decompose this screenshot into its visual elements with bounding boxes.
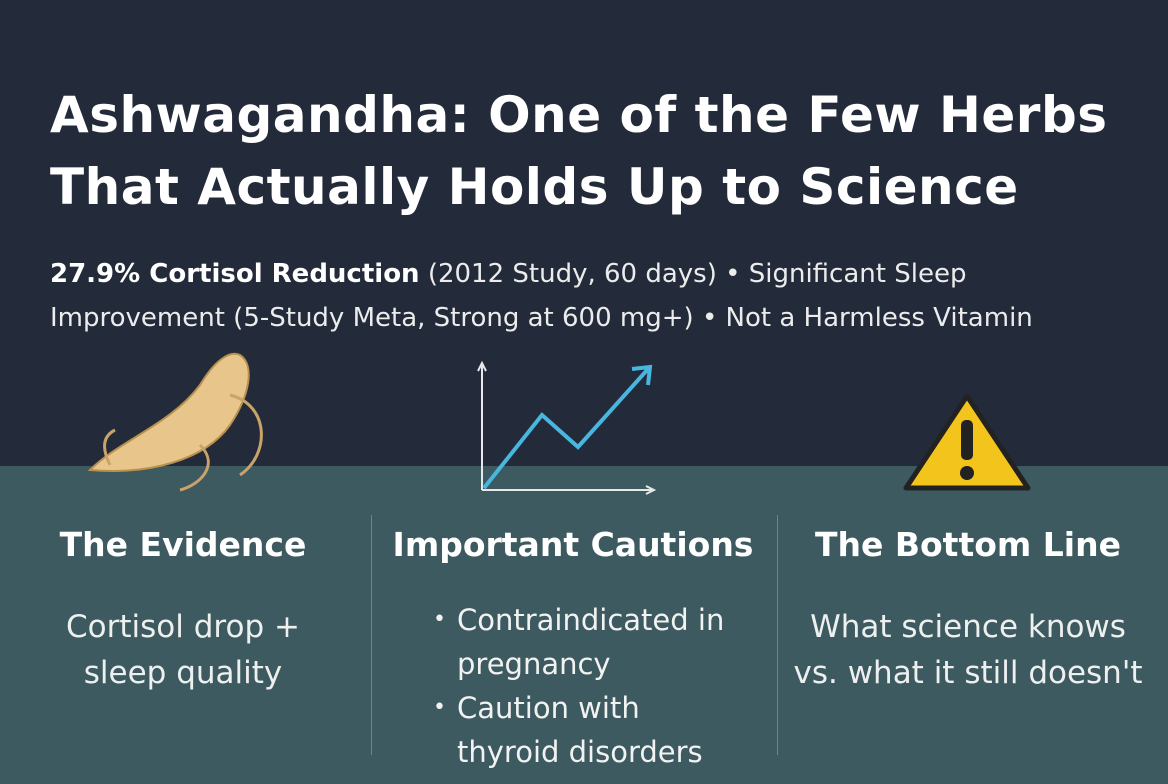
column-heading: Important Cautions bbox=[392, 525, 754, 564]
column: The Bottom Line What science knows vs. w… bbox=[778, 525, 1158, 696]
subtitle: 27.9% Cortisol Reduction (2012 Study, 60… bbox=[50, 252, 1130, 340]
column-heading: The Bottom Line bbox=[814, 525, 1121, 564]
column-heading: The Evidence bbox=[59, 525, 307, 564]
warning-icon bbox=[903, 393, 1031, 491]
bullet: • bbox=[433, 607, 446, 632]
title-line: Ashwagandha: One of the Few Herbs bbox=[50, 86, 1108, 144]
caution-item: • Contraindicated in pregnancy bbox=[433, 598, 733, 686]
bullet: • bbox=[433, 695, 446, 720]
separator: • bbox=[701, 303, 718, 333]
column-body: What science knows vs. what it still doe… bbox=[793, 609, 1143, 691]
divider bbox=[371, 515, 372, 755]
caution-text: Contraindicated in pregnancy bbox=[457, 603, 725, 681]
title-line: That Actually Holds Up to Science bbox=[50, 158, 1019, 216]
column: Important Cautions • Contraindicated in p… bbox=[383, 525, 763, 774]
caution-item: • Caution with thyroid disorders bbox=[433, 686, 733, 774]
subtitle-item: (5-Study Meta, Strong at 600 mg+) bbox=[233, 303, 694, 333]
caution-list: • Contraindicated in pregnancy • Caution wi… bbox=[433, 598, 733, 774]
column-body: Cortisol drop + sleep quality bbox=[66, 609, 300, 691]
subtitle-item: Not a Harmless Vitamin bbox=[725, 303, 1033, 333]
divider bbox=[777, 515, 778, 755]
subtitle-item: (2012 Study, 60 days) bbox=[427, 259, 717, 289]
subtitle-item: Significant Sleep Improvement bbox=[50, 259, 967, 333]
column: The Evidence Cortisol drop + sleep quali… bbox=[0, 525, 373, 696]
separator: • bbox=[725, 259, 741, 289]
header-band bbox=[0, 0, 1168, 466]
subtitle-highlight: 27.9% Cortisol Reduction bbox=[50, 259, 420, 289]
trend-icon bbox=[477, 360, 657, 495]
caution-text: Caution with thyroid disorders bbox=[457, 691, 703, 769]
root-icon bbox=[87, 352, 263, 492]
